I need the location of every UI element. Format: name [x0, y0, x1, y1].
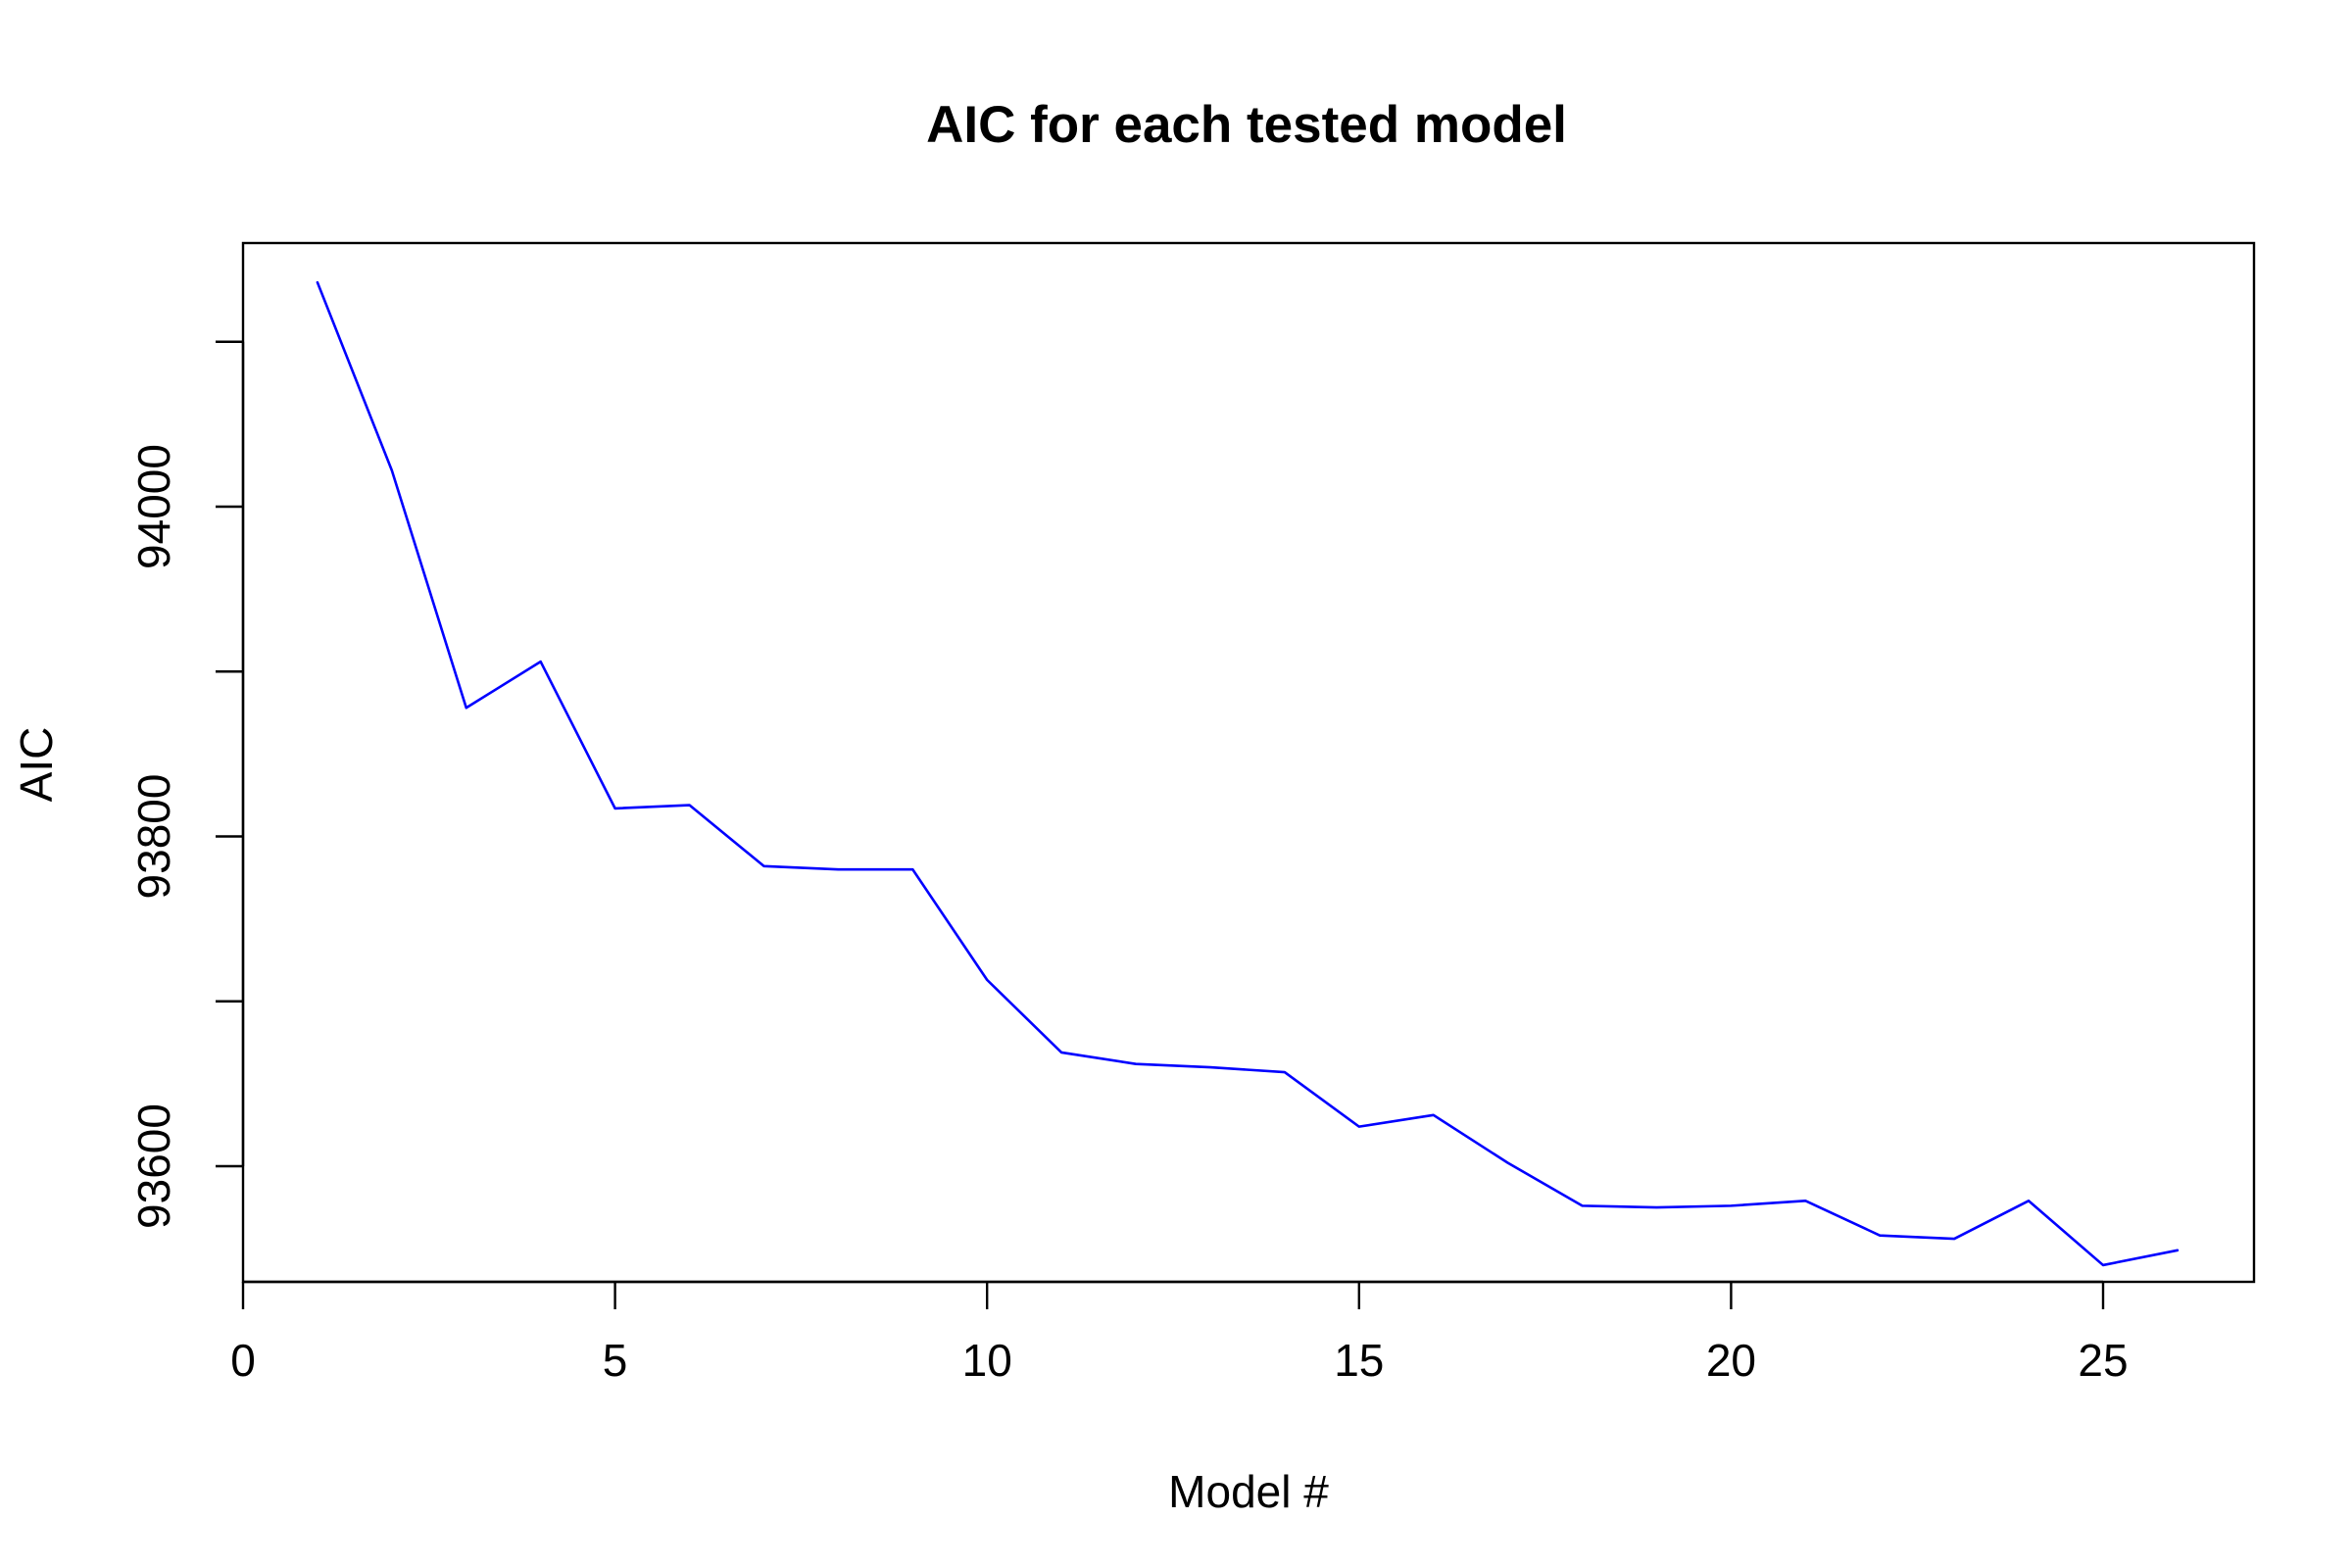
chart-title: AIC for each tested model	[926, 96, 1567, 154]
aic-series-line-0	[316, 280, 2180, 1267]
y-tick-label-93800: 93800	[128, 774, 179, 900]
y-tick-label-93600: 93600	[128, 1103, 179, 1229]
x-tick-label-20: 20	[1706, 1335, 1756, 1386]
y-axis: 93600 93800 94000	[128, 340, 245, 1229]
x-axis-label: Model #	[1168, 1466, 1329, 1517]
x-tick-label-15: 15	[1334, 1335, 1384, 1386]
y-axis-label: AIC	[11, 727, 62, 803]
x-tick-label-5: 5	[603, 1335, 628, 1386]
x-tick-label-10: 10	[962, 1335, 1012, 1386]
series-layer	[316, 280, 2180, 1267]
x-tick-label-25: 25	[2078, 1335, 2128, 1386]
x-axis: 0 5 10 15 20 25	[230, 1280, 2129, 1386]
x-tick-label-0: 0	[230, 1335, 256, 1386]
y-tick-label-94000: 94000	[128, 444, 179, 569]
plot-area-frame	[241, 241, 2256, 1284]
